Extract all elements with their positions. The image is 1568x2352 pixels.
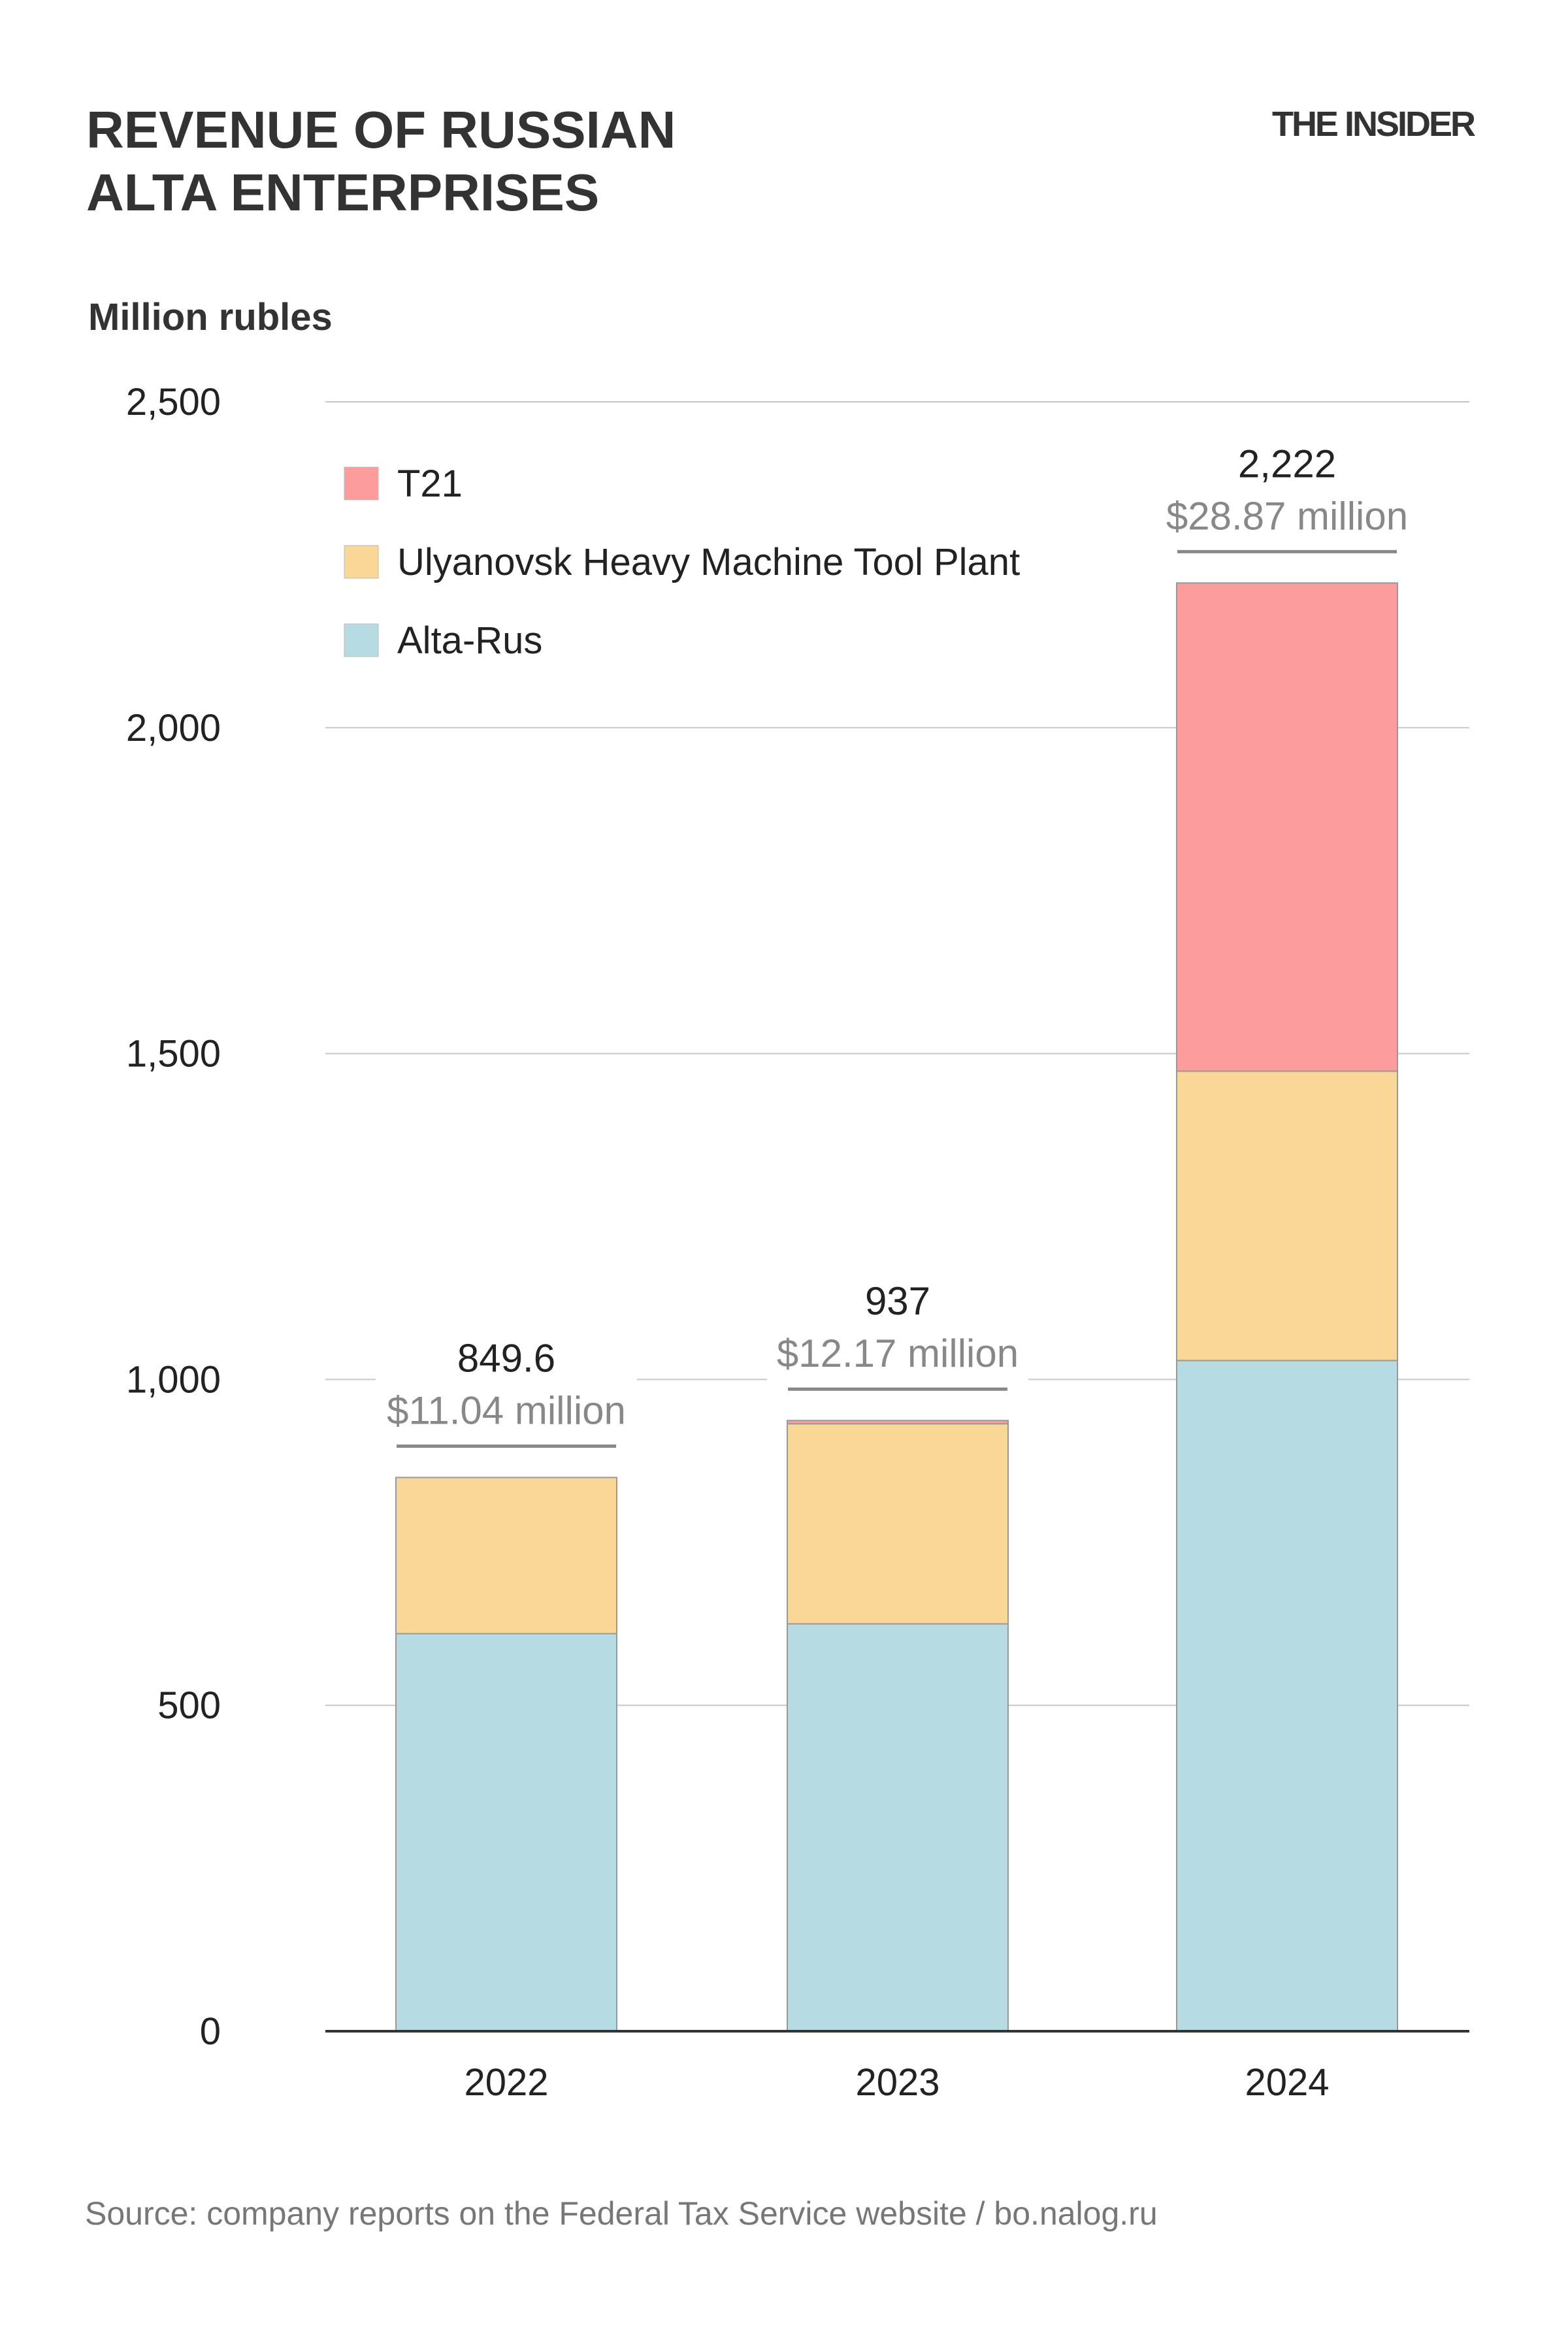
total-label: 849.6 — [457, 1336, 555, 1380]
legend-label: T21 — [397, 463, 463, 505]
y-tick-label: 500 — [157, 1684, 221, 1727]
legend-swatch — [344, 545, 379, 579]
bar-segment — [395, 1477, 617, 1635]
chart-title-line-1: REVENUE OF RUSSIAN — [86, 101, 676, 159]
source-note: Source: company reports on the Federal T… — [85, 2195, 1158, 2232]
bar-segment — [1176, 1070, 1398, 1362]
total-label: 937 — [865, 1279, 930, 1323]
legend-label: Ulyanovsk Heavy Machine Tool Plant — [397, 541, 1020, 583]
usd-label: $11.04 million — [387, 1388, 626, 1432]
bar-segment — [787, 1423, 1009, 1625]
legend-swatch — [344, 466, 379, 500]
y-axis-label: Million rubles — [88, 296, 333, 338]
logo: THE INSIDER — [1272, 105, 1475, 144]
bar-segment — [787, 1623, 1009, 2032]
bar-segment — [1176, 1360, 1398, 2032]
label-background — [1156, 433, 1418, 564]
usd-label: $28.87 million — [1166, 494, 1408, 538]
legend-label: Alta-Rus — [397, 619, 542, 662]
legend-swatch — [344, 623, 379, 657]
bar-segment — [395, 1633, 617, 2033]
y-tick-label: 2,000 — [126, 707, 221, 749]
total-label: 2,222 — [1238, 442, 1336, 485]
label-background — [376, 1327, 637, 1458]
x-tick-label: 2023 — [855, 2061, 939, 2104]
bar-segment — [1176, 582, 1398, 1072]
y-tick-label: 1,500 — [126, 1033, 221, 1075]
y-tick-label: 2,500 — [126, 381, 221, 423]
bar-segment — [787, 1420, 1009, 1425]
label-background — [767, 1270, 1028, 1401]
y-tick-label: 0 — [200, 2010, 221, 2053]
x-tick-label: 2022 — [464, 2061, 548, 2104]
x-tick-label: 2024 — [1245, 2061, 1329, 2104]
usd-label: $12.17 million — [777, 1331, 1019, 1375]
chart-title-line-2: ALTA ENTERPRISES — [86, 163, 599, 221]
y-tick-label: 1,000 — [126, 1358, 221, 1401]
